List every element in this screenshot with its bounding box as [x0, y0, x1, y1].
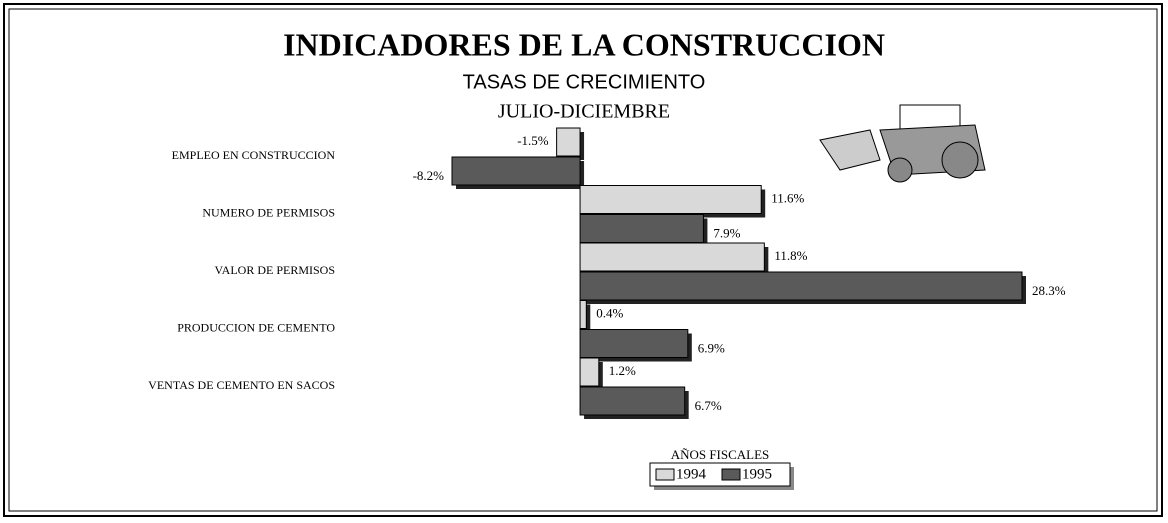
- chart: INDICADORES DE LA CONSTRUCCION TASAS DE …: [0, 0, 1168, 523]
- bar: [580, 301, 586, 329]
- bar: [580, 272, 1022, 300]
- bar: [580, 243, 764, 271]
- value-label: 6.7%: [695, 398, 722, 413]
- value-label: 11.6%: [771, 190, 804, 205]
- chart-title: INDICADORES DE LA CONSTRUCCION: [283, 26, 885, 62]
- legend-label: 1995: [742, 466, 772, 482]
- bar: [580, 186, 761, 214]
- category-label: NUMERO DE PERMISOS: [202, 205, 335, 219]
- value-label: 28.3%: [1032, 283, 1066, 298]
- category-label: EMPLEO EN CONSTRUCCION: [172, 148, 336, 162]
- value-label: 1.2%: [609, 363, 636, 378]
- legend-swatch: [656, 469, 674, 480]
- chart-subtitle: TASAS DE CRECIMIENTO: [463, 71, 706, 93]
- category-label: VALOR DE PERMISOS: [215, 263, 335, 277]
- bar: [452, 157, 580, 185]
- bar: [580, 215, 703, 243]
- bar: [580, 358, 599, 386]
- chart-subtitle: JULIO-DICIEMBRE: [498, 101, 670, 123]
- legend-swatch: [722, 469, 740, 480]
- value-label: 7.9%: [713, 225, 740, 240]
- value-label: -1.5%: [517, 133, 549, 148]
- bar: [580, 387, 685, 415]
- value-label: -8.2%: [413, 168, 445, 183]
- value-label: 0.4%: [596, 305, 623, 320]
- bar: [557, 128, 580, 156]
- category-label: VENTAS DE CEMENTO EN SACOS: [148, 378, 335, 392]
- value-label: 6.9%: [698, 340, 725, 355]
- illustration: [820, 105, 985, 182]
- category-label: PRODUCCION DE CEMENTO: [177, 320, 335, 334]
- legend-label: 1994: [676, 466, 707, 482]
- legend-title: AÑOS FISCALES: [671, 447, 770, 462]
- value-label: 11.8%: [774, 248, 807, 263]
- bar: [580, 330, 688, 358]
